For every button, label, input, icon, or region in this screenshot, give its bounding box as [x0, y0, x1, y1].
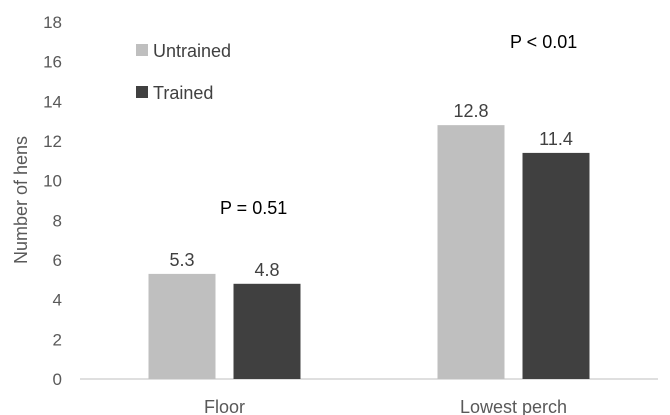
y-tick-label: 6 [53, 251, 62, 270]
bar-untrained [437, 125, 505, 379]
x-tick-label: Lowest perch [460, 397, 567, 415]
y-tick-label: 10 [43, 172, 62, 191]
annotation-floor-p-value: P = 0.51 [220, 198, 287, 218]
legend-label-untrained: Untrained [153, 41, 231, 61]
y-tick-label: 2 [53, 330, 62, 349]
y-axis: 0 2 4 6 8 10 12 14 16 18 [43, 13, 62, 389]
data-label: 11.4 [539, 129, 573, 149]
x-tick-label: Floor [204, 397, 245, 415]
annotation-perch-p-value: P < 0.01 [510, 32, 577, 52]
y-tick-label: 14 [43, 92, 62, 111]
y-tick-label: 4 [53, 291, 62, 310]
data-label: 4.8 [254, 260, 279, 280]
x-axis-labels: Floor Lowest perch [204, 397, 567, 415]
data-label: 5.3 [169, 250, 194, 270]
bar-trained [233, 283, 301, 379]
y-tick-label: 16 [43, 53, 62, 72]
y-tick-label: 8 [53, 211, 62, 230]
y-tick-label: 12 [43, 132, 62, 151]
y-tick-label: 0 [53, 370, 62, 389]
legend-label-trained: Trained [153, 83, 213, 103]
legend-swatch-untrained [136, 44, 148, 56]
y-axis-label: Number of hens [11, 136, 31, 264]
legend-swatch-trained [136, 86, 148, 98]
y-tick-label: 18 [43, 13, 62, 32]
bar-untrained [148, 273, 216, 379]
bars: 5.3 4.8 12.8 11.4 [148, 101, 590, 379]
data-label: 12.8 [453, 101, 488, 121]
legend: Untrained Trained [136, 41, 231, 103]
bar-trained [522, 152, 590, 379]
